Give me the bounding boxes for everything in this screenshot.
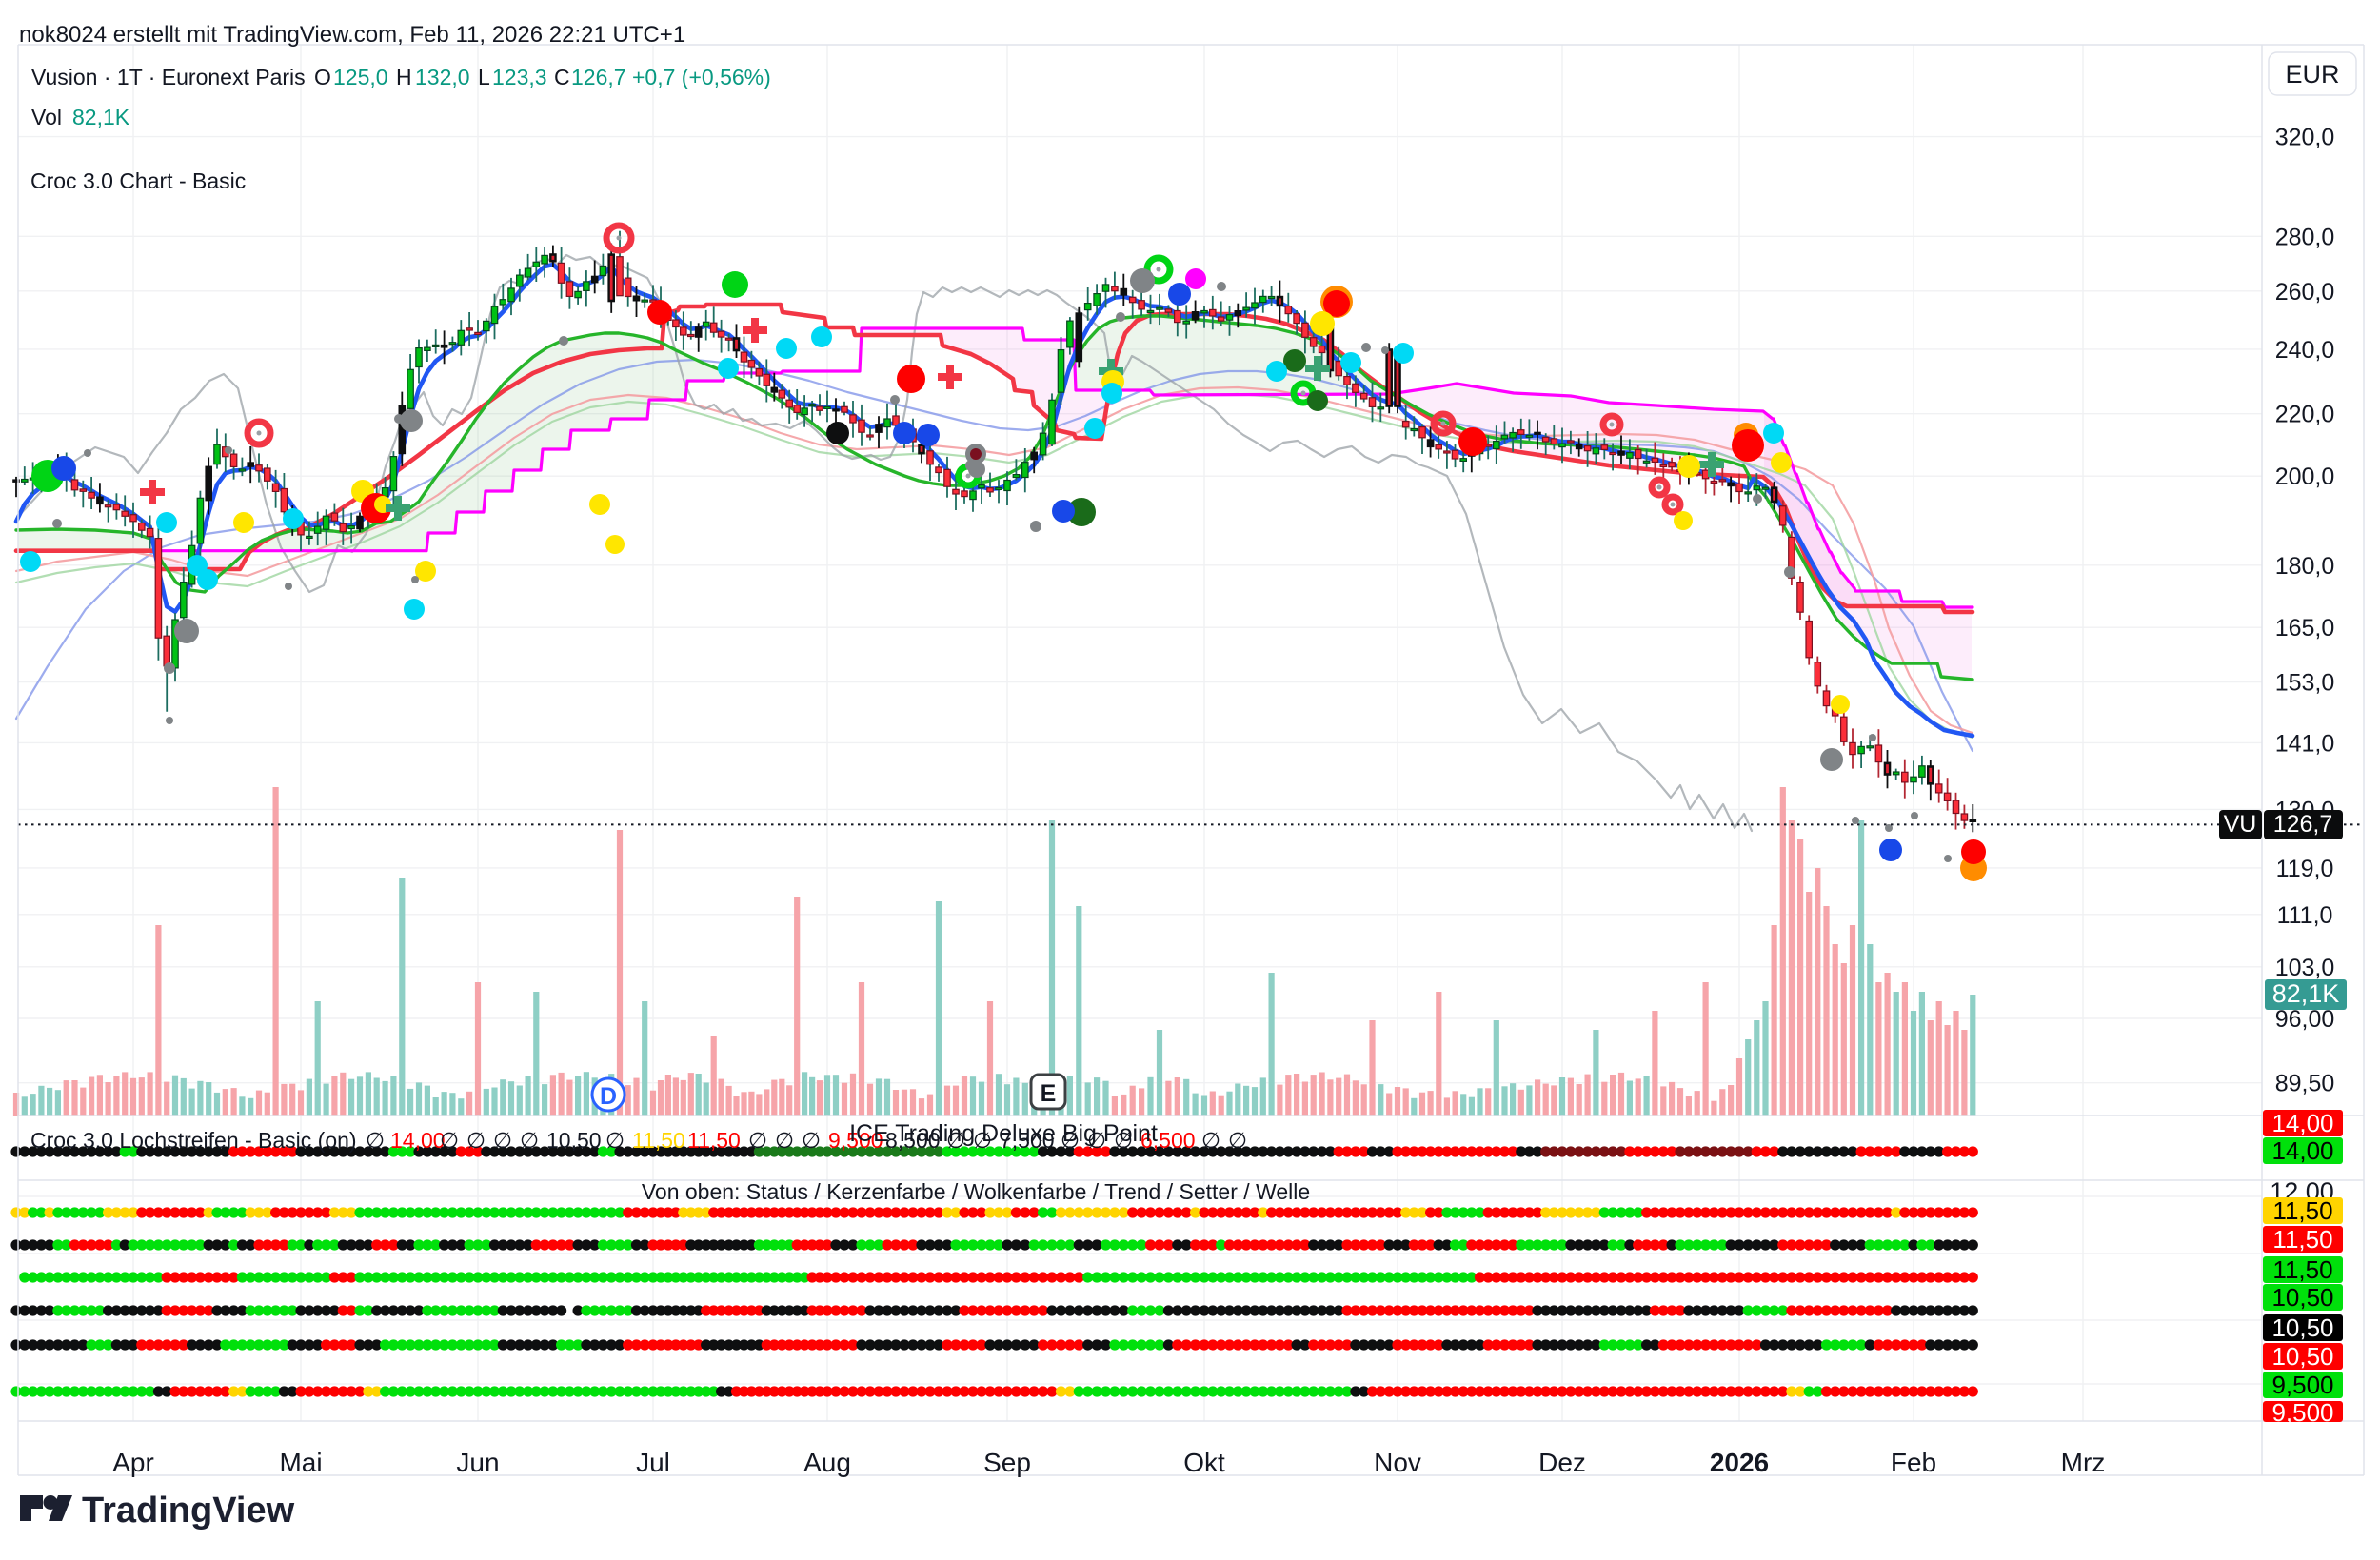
svg-text:Von oben: Status / Kerzenfarbe: Von oben: Status / Kerzenfarbe / Wolkenf… <box>642 1179 1310 1204</box>
svg-text:103,0: 103,0 <box>2275 955 2335 981</box>
svg-text:Jul: Jul <box>636 1448 670 1477</box>
svg-text:10,50: 10,50 <box>2271 1313 2333 1342</box>
svg-text:82,1K: 82,1K <box>2272 979 2340 1008</box>
svg-text:Dez: Dez <box>1538 1448 1586 1477</box>
svg-text:9,500: 9,500 <box>2271 1398 2333 1427</box>
svg-text:14,00: 14,00 <box>2271 1109 2333 1137</box>
svg-text:180,0: 180,0 <box>2275 553 2335 580</box>
svg-text:Nov: Nov <box>1374 1448 1421 1477</box>
svg-text:240,0: 240,0 <box>2275 337 2335 364</box>
svg-text:nok8024 erstellt mit TradingVi: nok8024 erstellt mit TradingView.com, Fe… <box>19 22 685 48</box>
svg-text:Croc 3.0 Lochstreifen - Basic: Croc 3.0 Lochstreifen - Basic (on) ∅ 14,00… <box>30 1128 1247 1153</box>
svg-text:89,50: 89,50 <box>2275 1071 2335 1097</box>
svg-text:11,50: 11,50 <box>2272 1225 2332 1254</box>
svg-text:Aug: Aug <box>803 1448 851 1477</box>
svg-text:Okt: Okt <box>1183 1448 1225 1477</box>
svg-text:96,00: 96,00 <box>2275 1006 2335 1033</box>
svg-text:126,7: 126,7 <box>2273 811 2333 838</box>
svg-text:Mai: Mai <box>279 1448 322 1477</box>
svg-text:VU: VU <box>2224 811 2257 838</box>
svg-text:Apr: Apr <box>112 1448 154 1477</box>
svg-text:260,0: 260,0 <box>2275 279 2335 306</box>
svg-text:10,50: 10,50 <box>2271 1283 2333 1312</box>
svg-text:ICE Trading Deluxe Big Point: ICE Trading Deluxe Big Point <box>849 1120 1158 1147</box>
svg-text:220,0: 220,0 <box>2275 402 2335 428</box>
svg-text:Mrz: Mrz <box>2061 1448 2106 1477</box>
svg-text:119,0: 119,0 <box>2276 856 2334 882</box>
svg-text:320,0: 320,0 <box>2275 125 2335 151</box>
svg-text:165,0: 165,0 <box>2275 615 2335 642</box>
svg-text:Jun: Jun <box>456 1448 499 1477</box>
svg-text:9,500: 9,500 <box>2271 1371 2333 1399</box>
svg-text:200,0: 200,0 <box>2275 464 2335 490</box>
svg-text:E: E <box>1041 1080 1057 1107</box>
svg-text:280,0: 280,0 <box>2275 224 2335 250</box>
svg-text:11,50: 11,50 <box>2272 1255 2332 1284</box>
svg-text:D: D <box>600 1083 617 1110</box>
svg-text:2026: 2026 <box>1710 1448 1769 1477</box>
svg-text:111,0: 111,0 <box>2277 902 2333 929</box>
svg-text:Feb: Feb <box>1891 1448 1936 1477</box>
svg-text:141,0: 141,0 <box>2275 730 2335 757</box>
svg-text:Sep: Sep <box>983 1448 1031 1477</box>
svg-text:TradingView: TradingView <box>82 1491 295 1530</box>
svg-text:EUR: EUR <box>2285 60 2339 89</box>
svg-text:14,00: 14,00 <box>2271 1136 2333 1165</box>
svg-text:11,50: 11,50 <box>2272 1196 2332 1225</box>
svg-text:10,50: 10,50 <box>2271 1342 2333 1371</box>
svg-text:Croc 3.0 Chart - Basic: Croc 3.0 Chart - Basic <box>30 168 246 193</box>
svg-text:153,0: 153,0 <box>2275 670 2335 697</box>
